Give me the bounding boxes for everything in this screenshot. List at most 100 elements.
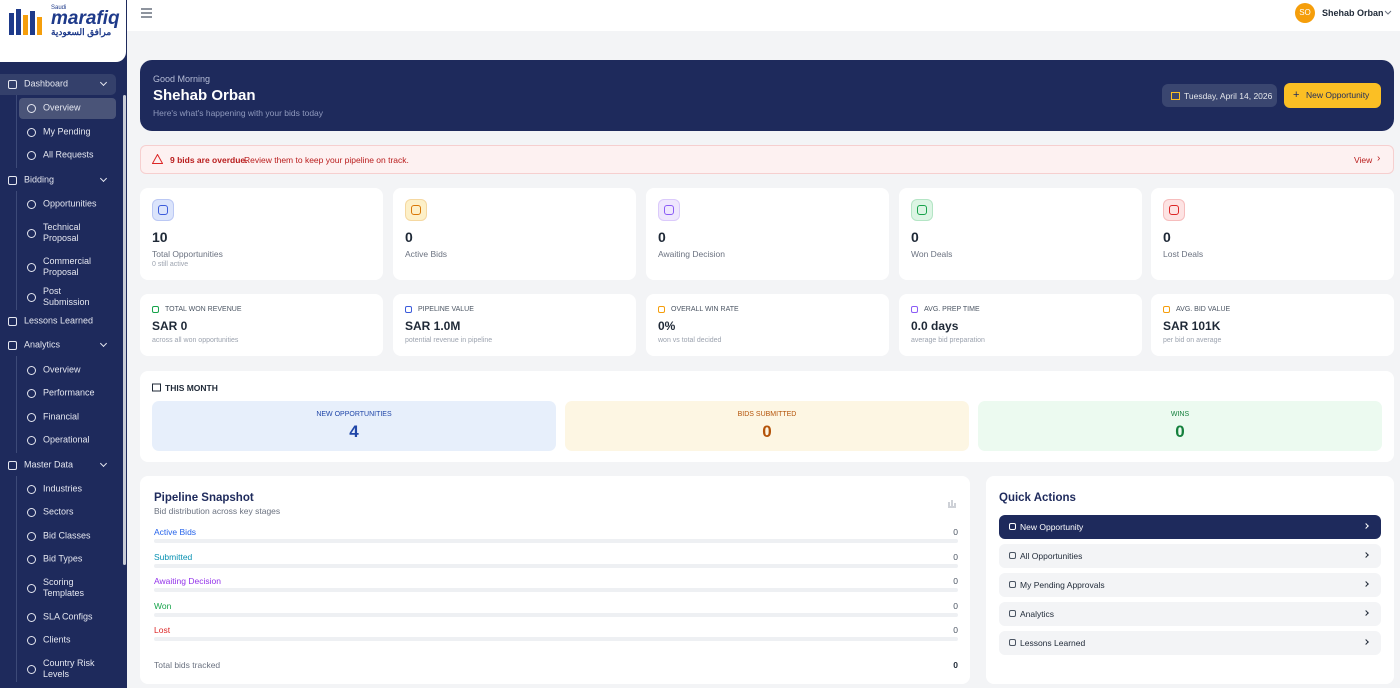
kpi-value: 0.0 days	[911, 319, 959, 333]
alert-link[interactable]: View	[1354, 155, 1373, 165]
item-icon	[27, 366, 36, 375]
quick-action[interactable]: All Opportunities	[999, 544, 1381, 568]
item-icon	[27, 436, 36, 445]
item-icon	[27, 613, 36, 622]
month-label: WINS	[1170, 411, 1190, 418]
kpi-label: PIPELINE VALUE	[418, 306, 474, 313]
button-label[interactable]: New Opportunity	[1306, 90, 1370, 100]
nav-item[interactable]: Performance	[43, 387, 95, 398]
nav-item[interactable]: Overview	[43, 364, 81, 375]
nav-group[interactable]: Lessons Learned	[24, 315, 94, 326]
stage-label: Awaiting Decision	[154, 576, 221, 586]
group-icon	[8, 317, 17, 326]
nav-group[interactable]: Dashboard	[24, 78, 69, 89]
nav-item[interactable]: My Pending	[43, 126, 91, 137]
action-label[interactable]: Lessons Learned	[1020, 638, 1086, 648]
nav-item[interactable]: Commercial Proposal	[43, 256, 92, 277]
stat-icon	[152, 199, 174, 221]
kpi-card: OVERALL WIN RATE 0% won vs total decided	[646, 294, 889, 356]
month-label: BIDS SUBMITTED	[737, 411, 797, 418]
action-chevron	[1363, 639, 1369, 645]
nav-item[interactable]: Post Submission	[43, 286, 90, 307]
scrollbar[interactable]	[123, 95, 126, 565]
stat-icon	[1163, 199, 1185, 221]
stage-track	[154, 637, 958, 641]
stage-track	[154, 612, 958, 617]
action-label[interactable]: My Pending Approvals	[1020, 580, 1105, 590]
nav-item[interactable]: Clients	[43, 634, 71, 645]
avatar[interactable]: SO	[1295, 3, 1315, 23]
user-name[interactable]: Shehab Orban	[1322, 8, 1384, 18]
kpi-value: SAR 101K	[1163, 319, 1221, 333]
stage-value: 0	[953, 527, 958, 537]
quick-action[interactable]: Analytics	[999, 602, 1381, 626]
nav-item[interactable]: Country Risk Levels	[43, 658, 95, 679]
item-icon	[27, 508, 36, 517]
item-icon	[27, 293, 36, 302]
stat-card: 10 Total Opportunities 0 still active	[140, 188, 383, 280]
nav-item[interactable]: Scoring Templates	[43, 577, 85, 598]
stat-icon-glyph	[664, 205, 674, 215]
nav-item[interactable]: Bid Classes	[43, 530, 91, 541]
nav-item[interactable]: Industries	[43, 483, 83, 494]
menu-button[interactable]	[141, 8, 153, 18]
tree-line	[16, 191, 17, 310]
item-icon	[27, 665, 36, 674]
nav-item[interactable]: Opportunities	[43, 198, 97, 209]
active-item-bg	[19, 98, 116, 119]
quick-action[interactable]: Lessons Learned	[999, 631, 1381, 655]
kpi-label: OVERALL WIN RATE	[671, 306, 739, 313]
quick-action[interactable]: New Opportunity	[999, 515, 1381, 539]
item-icon	[27, 636, 36, 645]
total-value: 0	[953, 660, 958, 670]
nav-item[interactable]: Financial	[43, 411, 80, 422]
action-label[interactable]: All Opportunities	[1020, 551, 1083, 561]
stat-value: 0	[1163, 229, 1171, 245]
nav-group[interactable]: Bidding	[24, 174, 55, 185]
quick-action[interactable]: My Pending Approvals	[999, 573, 1381, 597]
stat-value: 10	[152, 229, 168, 245]
nav-item[interactable]: Technical Proposal	[43, 222, 81, 243]
group-icon	[8, 461, 17, 470]
nav-item[interactable]: Operational	[43, 434, 90, 445]
item-icon	[27, 555, 36, 564]
action-chevron	[1363, 552, 1369, 558]
action-chevron	[1363, 581, 1369, 587]
nav-item[interactable]: Overview	[43, 102, 81, 113]
nav-group[interactable]: Master Data	[24, 459, 74, 470]
nav-item[interactable]: SLA Configs	[43, 611, 93, 622]
stat-card: 0 Active Bids	[393, 188, 636, 280]
stat-value: 0	[405, 229, 413, 245]
item-icon	[27, 389, 36, 398]
stage-label: Lost	[154, 625, 171, 635]
kpi-sub: average bid preparation	[911, 337, 985, 344]
stat-card: 0 Won Deals	[899, 188, 1142, 280]
stat-label: Active Bids	[405, 249, 448, 259]
item-icon	[27, 485, 36, 494]
kpi-sub: across all won opportunities	[152, 337, 239, 344]
new-opportunity-button[interactable]: + New Opportunity	[1284, 83, 1381, 108]
item-icon	[27, 263, 36, 272]
action-icon	[1009, 639, 1016, 646]
nav-item[interactable]: Bid Types	[43, 553, 83, 564]
brand-tag: Saudi	[51, 5, 67, 11]
brand: Saudi marafiq مرافق السعودية	[0, 0, 126, 62]
action-chevron	[1363, 523, 1369, 529]
action-icon	[1009, 581, 1016, 588]
kpi-sub: per bid on average	[1163, 337, 1222, 344]
action-label[interactable]: Analytics	[1020, 609, 1055, 619]
action-icon	[1009, 552, 1016, 559]
logo-icon	[9, 9, 42, 35]
nav-group[interactable]: Analytics	[24, 339, 61, 350]
month-value: 4	[349, 422, 359, 441]
greeting: Good Morning	[153, 74, 211, 84]
item-icon	[27, 413, 36, 422]
item-icon	[27, 151, 36, 160]
action-chevron	[1363, 610, 1369, 616]
nav-item[interactable]: All Requests	[43, 149, 94, 160]
action-label[interactable]: New Opportunity	[1020, 522, 1084, 532]
nav-item[interactable]: Sectors	[43, 506, 74, 517]
alert: 9 bids are overdue. Review them to keep …	[140, 145, 1394, 174]
chevron	[99, 174, 108, 183]
stat-sub: 0 still active	[152, 261, 189, 268]
